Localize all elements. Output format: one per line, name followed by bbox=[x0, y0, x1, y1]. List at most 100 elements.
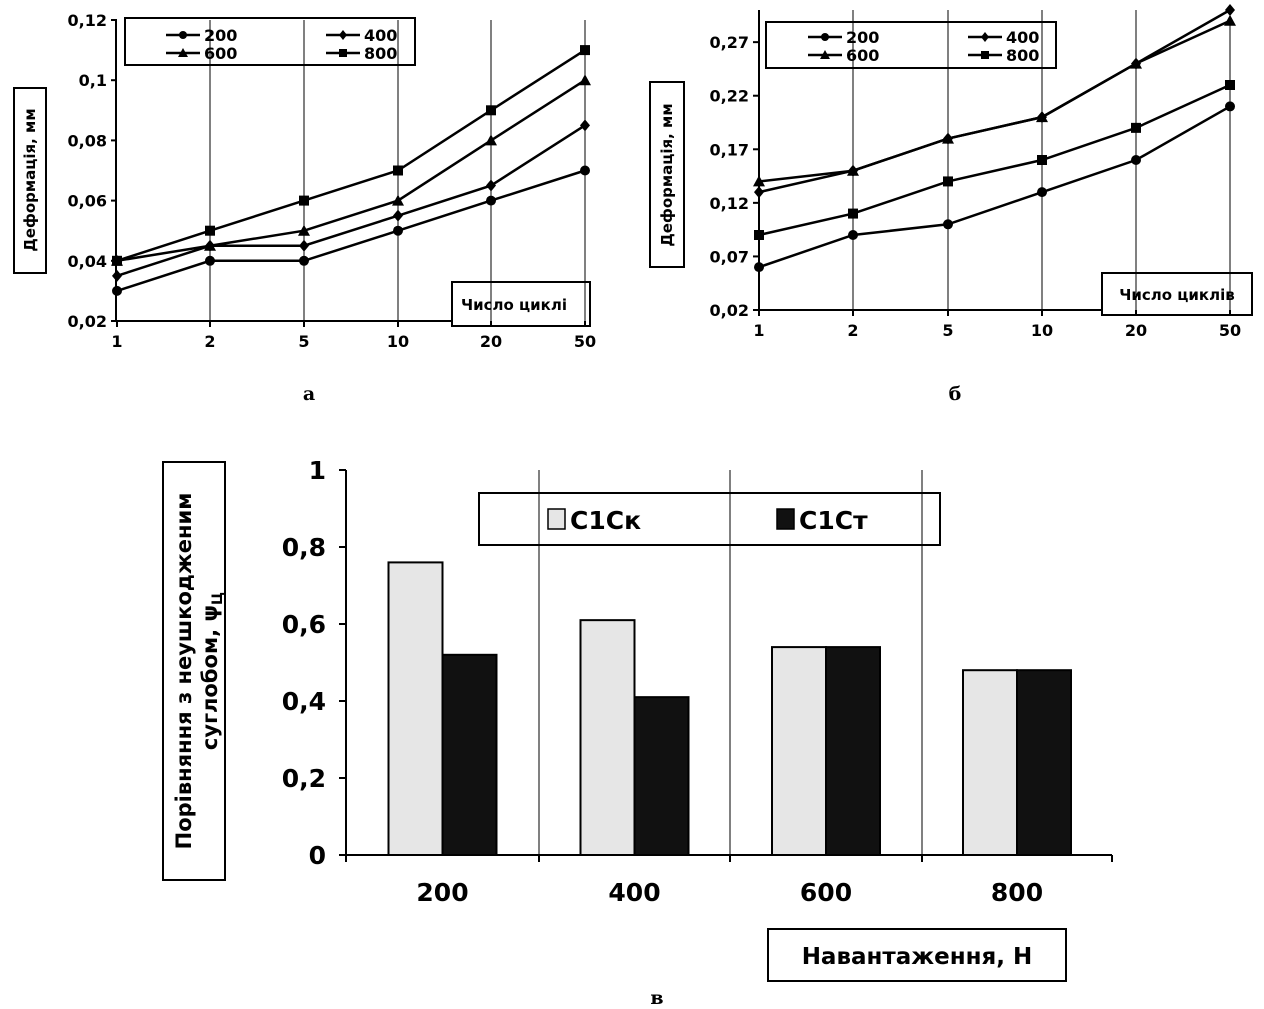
legend-label-200: 200 bbox=[204, 26, 237, 45]
data-point-600 bbox=[1224, 14, 1236, 26]
ylabel-c-main: суглобом, ψ bbox=[198, 605, 222, 750]
y-tick-label: 0,02 bbox=[68, 312, 107, 331]
data-point-600 bbox=[1036, 111, 1048, 123]
data-point-200 bbox=[754, 262, 764, 273]
xlabel-box-b bbox=[1101, 272, 1253, 316]
legend-label-400: 400 bbox=[364, 26, 397, 45]
panel-label-a: а bbox=[303, 383, 315, 405]
data-point-400 bbox=[393, 209, 403, 222]
bar-С1Ст-200 bbox=[441, 653, 498, 856]
x-tick-label: 800 bbox=[991, 878, 1043, 907]
data-point-800 bbox=[580, 45, 590, 56]
series-line-200 bbox=[758, 105, 1231, 269]
data-point-800 bbox=[112, 255, 122, 266]
data-point-200 bbox=[1225, 101, 1235, 112]
data-point-200 bbox=[848, 230, 858, 240]
data-point-200 bbox=[1131, 155, 1141, 165]
data-point-200 bbox=[393, 225, 403, 236]
data-point-600 bbox=[579, 74, 591, 86]
legend-marker-600 bbox=[178, 48, 188, 57]
data-point-600 bbox=[942, 132, 954, 144]
data-point-200 bbox=[299, 255, 309, 266]
line-chart-a: Деформація, мм Число циклі а 0,02 0,04 0,0… bbox=[13, 11, 596, 405]
ylabel-b: Деформація, мм bbox=[658, 103, 676, 246]
bar-С1Ст-800 bbox=[1016, 669, 1072, 857]
series-line-600 bbox=[116, 79, 586, 263]
data-point-200 bbox=[580, 165, 590, 176]
x-tick-label: 20 bbox=[480, 332, 502, 351]
data-point-400 bbox=[486, 179, 496, 192]
x-tick-label: 1 bbox=[753, 321, 764, 340]
data-point-400 bbox=[1225, 4, 1235, 16]
x-tick-label: 10 bbox=[1031, 321, 1053, 340]
x-tick-label: 50 bbox=[1219, 321, 1241, 340]
xlabel-c: Навантаження, Н bbox=[802, 944, 1033, 970]
xlabel-box-c bbox=[767, 928, 1067, 982]
data-point-600 bbox=[485, 134, 497, 146]
y-tick-label: 0,04 bbox=[68, 252, 107, 271]
y-tick-label: 0,2 bbox=[282, 764, 326, 793]
data-point-200 bbox=[1037, 187, 1047, 198]
series-line-200 bbox=[116, 169, 586, 293]
bar-chart-c: Порівняння з неушкодженим суглобом, ψЦ Н… bbox=[162, 456, 1113, 1009]
y-tick-label: 0,8 bbox=[282, 533, 326, 562]
legend-marker-800 bbox=[339, 49, 347, 57]
series-line-400 bbox=[116, 124, 586, 278]
x-tick-label: 50 bbox=[574, 332, 596, 351]
bar-С1Ск-800 bbox=[962, 669, 1018, 857]
y-tick-label: 0,02 bbox=[710, 301, 749, 320]
data-point-800 bbox=[205, 225, 215, 236]
data-point-400 bbox=[112, 269, 122, 282]
data-point-200 bbox=[486, 195, 496, 206]
bar-С1Ст-600 bbox=[825, 646, 881, 856]
y-tick-label: 0 bbox=[309, 841, 326, 870]
y-tick-label: 0,27 bbox=[710, 33, 749, 52]
data-point-600 bbox=[847, 164, 859, 176]
x-tick-label: 600 bbox=[800, 878, 852, 907]
legend-marker-600 bbox=[820, 50, 830, 59]
data-point-800 bbox=[848, 208, 858, 219]
y-tick-label: 0,12 bbox=[68, 11, 107, 30]
data-point-400 bbox=[754, 186, 764, 199]
data-point-600 bbox=[392, 194, 404, 206]
y-tick-label: 0,07 bbox=[710, 247, 749, 266]
x-tick-label: 400 bbox=[608, 878, 660, 907]
legend-marker-200 bbox=[821, 33, 829, 41]
panel-label-c: в bbox=[650, 987, 663, 1009]
x-tick-label: 200 bbox=[416, 878, 468, 907]
ylabel-box-b bbox=[649, 81, 685, 268]
data-point-200 bbox=[205, 255, 215, 266]
ylabel-box-c bbox=[162, 461, 226, 881]
y-tick-label: 0,06 bbox=[68, 192, 107, 211]
data-point-800 bbox=[1037, 155, 1047, 165]
y-tick-label: 0,4 bbox=[282, 687, 326, 716]
y-tick-label: 0,17 bbox=[710, 140, 749, 159]
y-tick-label: 0,12 bbox=[710, 194, 749, 213]
x-tick-label: 10 bbox=[387, 332, 409, 351]
legend-label-С1Ск: С1Ск bbox=[570, 506, 641, 535]
legend-marker-400 bbox=[339, 30, 347, 40]
line-chart-b: Деформація, мм Число циклів б 0,02 0,07 0,… bbox=[649, 4, 1253, 405]
y-tick-label: 0,6 bbox=[282, 610, 326, 639]
legend-marker-800 bbox=[981, 51, 989, 59]
bar-С1Ск-600 bbox=[771, 646, 827, 856]
panel-label-b: б bbox=[949, 383, 962, 405]
xlabel-b: Число циклів bbox=[1119, 286, 1234, 304]
legend-b bbox=[765, 21, 1057, 69]
legend-label-800: 800 bbox=[1006, 46, 1039, 65]
legend-label-200: 200 bbox=[846, 28, 879, 47]
y-tick-label: 0,1 bbox=[79, 71, 107, 90]
legend-marker-200 bbox=[179, 31, 187, 39]
data-point-800 bbox=[754, 230, 764, 240]
bar-С1Ск-400 bbox=[579, 619, 636, 857]
data-point-200 bbox=[112, 285, 122, 296]
series-line-800 bbox=[116, 49, 586, 262]
data-point-600 bbox=[753, 175, 765, 187]
x-tick-label: 5 bbox=[942, 321, 953, 340]
legend-swatch-С1Ск bbox=[547, 508, 566, 530]
x-tick-label: 5 bbox=[298, 332, 309, 351]
x-tick-label: 1 bbox=[111, 332, 122, 351]
data-point-400 bbox=[299, 239, 309, 252]
xlabel-a: Число циклі bbox=[461, 296, 567, 314]
